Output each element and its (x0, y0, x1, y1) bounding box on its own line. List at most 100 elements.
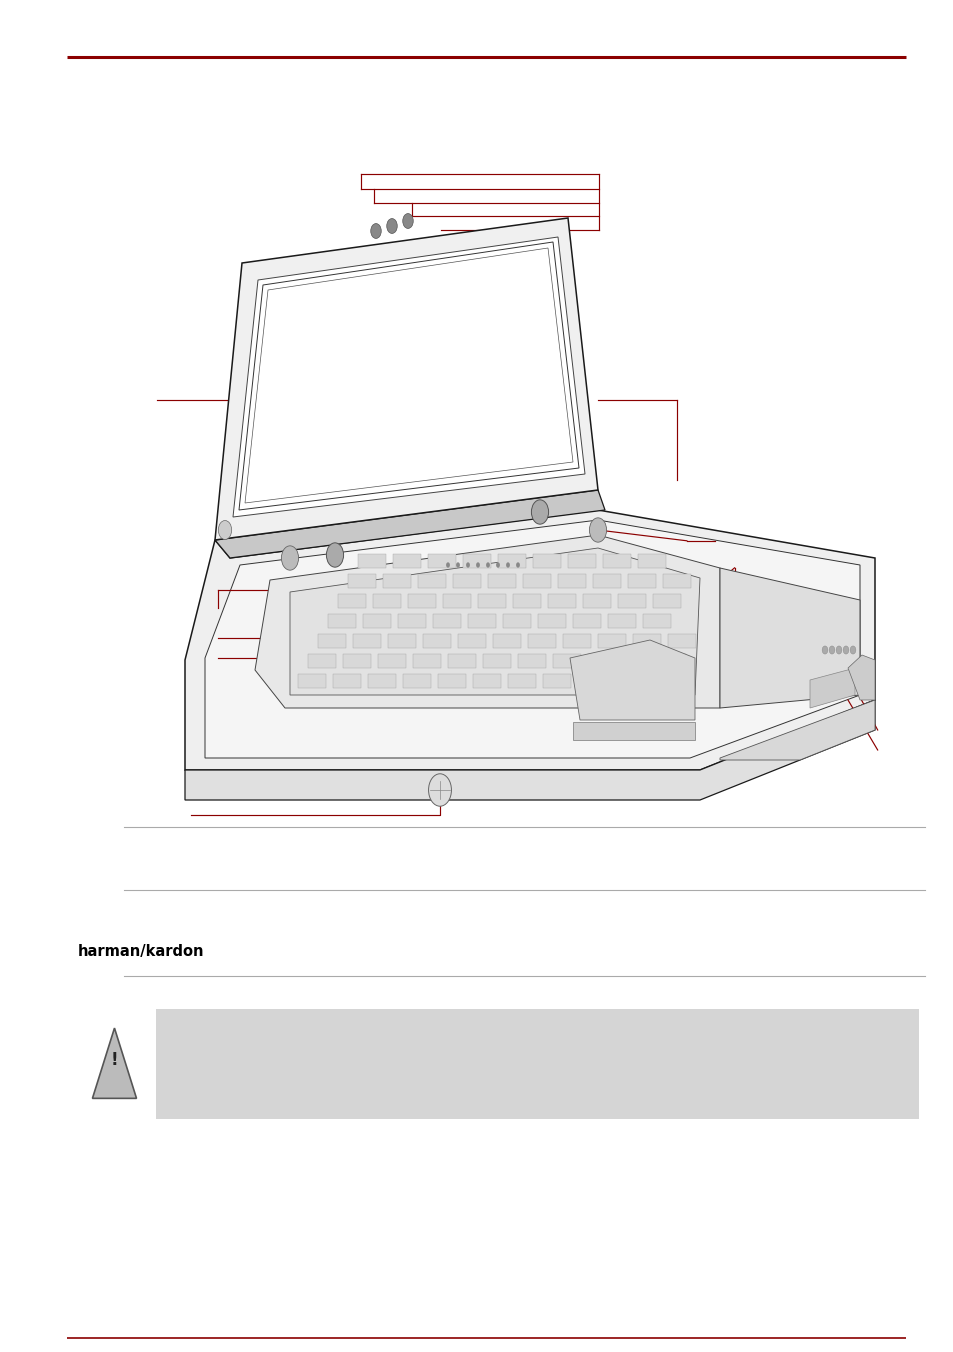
Polygon shape (573, 722, 695, 740)
Polygon shape (348, 575, 375, 588)
Polygon shape (527, 634, 556, 648)
Circle shape (505, 562, 509, 568)
Polygon shape (233, 237, 584, 516)
Polygon shape (382, 575, 411, 588)
Polygon shape (442, 594, 471, 608)
Polygon shape (337, 594, 366, 608)
Polygon shape (593, 575, 620, 588)
Polygon shape (658, 654, 685, 668)
Polygon shape (317, 634, 346, 648)
Polygon shape (328, 614, 355, 627)
Polygon shape (638, 554, 665, 568)
Polygon shape (377, 654, 406, 668)
Polygon shape (569, 639, 695, 721)
Polygon shape (587, 654, 616, 668)
Polygon shape (622, 654, 650, 668)
Circle shape (446, 562, 450, 568)
Polygon shape (428, 554, 456, 568)
Polygon shape (448, 654, 476, 668)
Circle shape (428, 773, 451, 806)
Polygon shape (214, 489, 604, 558)
Polygon shape (633, 634, 660, 648)
Polygon shape (533, 554, 560, 568)
Polygon shape (513, 594, 540, 608)
Circle shape (589, 518, 606, 542)
Polygon shape (357, 554, 386, 568)
Polygon shape (488, 575, 516, 588)
Polygon shape (562, 634, 590, 648)
Circle shape (402, 214, 413, 228)
Polygon shape (333, 675, 360, 688)
Polygon shape (573, 614, 600, 627)
Polygon shape (553, 654, 580, 668)
Polygon shape (602, 554, 630, 568)
Circle shape (466, 562, 470, 568)
Polygon shape (720, 700, 874, 760)
Circle shape (386, 219, 396, 234)
Polygon shape (517, 654, 545, 668)
Polygon shape (482, 654, 511, 668)
Circle shape (456, 562, 459, 568)
Polygon shape (457, 634, 485, 648)
Polygon shape (214, 218, 598, 539)
Polygon shape (497, 554, 525, 568)
Circle shape (835, 646, 841, 654)
Polygon shape (462, 554, 491, 568)
Polygon shape (667, 634, 696, 648)
Polygon shape (542, 675, 571, 688)
Polygon shape (613, 675, 640, 688)
Polygon shape (388, 634, 416, 648)
Circle shape (281, 546, 298, 571)
Polygon shape (393, 554, 420, 568)
Polygon shape (205, 521, 859, 758)
Polygon shape (413, 654, 440, 668)
Circle shape (828, 646, 834, 654)
Polygon shape (618, 594, 645, 608)
Polygon shape (433, 614, 460, 627)
Polygon shape (422, 634, 451, 648)
Polygon shape (847, 654, 874, 700)
Circle shape (821, 646, 827, 654)
Polygon shape (493, 634, 520, 648)
Polygon shape (453, 575, 480, 588)
Polygon shape (368, 675, 395, 688)
Circle shape (849, 646, 855, 654)
Polygon shape (582, 594, 610, 608)
Polygon shape (245, 247, 573, 503)
Circle shape (476, 562, 479, 568)
Polygon shape (437, 675, 465, 688)
Bar (155, 1009, 918, 1119)
Polygon shape (567, 554, 596, 568)
Polygon shape (537, 614, 565, 627)
Circle shape (218, 521, 232, 539)
Circle shape (486, 562, 490, 568)
Polygon shape (652, 594, 680, 608)
Polygon shape (477, 594, 505, 608)
Circle shape (496, 562, 499, 568)
Circle shape (842, 646, 848, 654)
Circle shape (371, 223, 381, 238)
Circle shape (326, 544, 343, 568)
Polygon shape (185, 510, 874, 771)
Polygon shape (408, 594, 436, 608)
Polygon shape (547, 594, 576, 608)
Polygon shape (809, 668, 854, 708)
Polygon shape (720, 568, 859, 708)
Polygon shape (308, 654, 335, 668)
Polygon shape (473, 675, 500, 688)
Polygon shape (343, 654, 371, 668)
Polygon shape (558, 575, 585, 588)
Circle shape (516, 562, 519, 568)
Polygon shape (397, 614, 426, 627)
Polygon shape (627, 575, 656, 588)
Polygon shape (578, 675, 605, 688)
Polygon shape (598, 634, 625, 648)
Polygon shape (353, 634, 380, 648)
Polygon shape (507, 675, 536, 688)
Polygon shape (373, 594, 400, 608)
Polygon shape (662, 575, 690, 588)
Polygon shape (417, 575, 446, 588)
Polygon shape (647, 675, 676, 688)
Polygon shape (297, 675, 326, 688)
Polygon shape (92, 1028, 136, 1098)
